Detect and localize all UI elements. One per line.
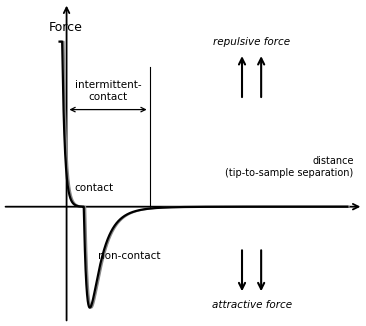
Text: intermittent-
contact: intermittent- contact (75, 80, 141, 102)
Text: contact: contact (75, 183, 114, 193)
Text: attractive force: attractive force (212, 300, 292, 310)
Text: Force: Force (49, 21, 83, 34)
Text: non-contact: non-contact (98, 251, 161, 261)
Text: repulsive force: repulsive force (213, 37, 290, 48)
Text: distance
(tip-to-sample separation): distance (tip-to-sample separation) (225, 156, 354, 178)
